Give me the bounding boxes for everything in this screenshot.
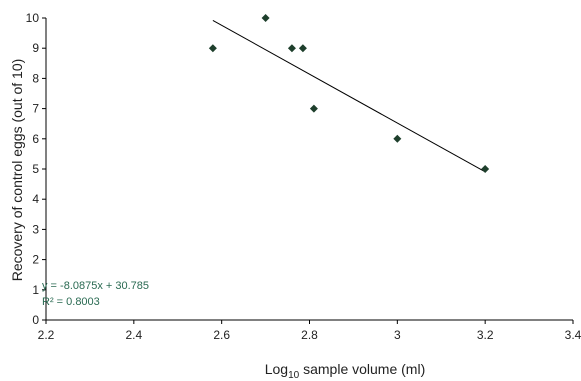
x-tick-label: 2.2 bbox=[38, 328, 55, 342]
data-points bbox=[208, 14, 490, 173]
x-tick-label: 3 bbox=[394, 328, 401, 342]
data-point bbox=[393, 134, 402, 143]
x-tick-label: 3.4 bbox=[565, 328, 581, 342]
x-axis-ticks: 2.2 2.4 2.6 2.8 3 3.2 3.4 bbox=[38, 320, 581, 342]
x-tick-label: 3.2 bbox=[477, 328, 494, 342]
x-tick-label: 2.8 bbox=[301, 328, 318, 342]
data-point bbox=[298, 44, 307, 53]
x-axis-title-main: Log bbox=[265, 361, 288, 377]
y-tick-label: 5 bbox=[32, 162, 39, 176]
data-point bbox=[309, 104, 318, 113]
trendline bbox=[212, 20, 486, 173]
y-tick-label: 8 bbox=[32, 71, 39, 85]
x-axis-title-subscript: 10 bbox=[288, 370, 300, 381]
trendline-equation: y = -8.0875x + 30.785 bbox=[42, 280, 149, 292]
x-axis-title-suffix: sample volume (ml) bbox=[299, 361, 425, 377]
x-tick-label: 2.6 bbox=[213, 328, 230, 342]
y-tick-label: 2 bbox=[32, 253, 39, 267]
y-tick-label: 0 bbox=[32, 313, 39, 327]
y-axis-ticks: 0 1 2 3 4 5 6 7 8 9 10 bbox=[26, 11, 46, 327]
y-tick-label: 7 bbox=[32, 102, 39, 116]
y-axis-title: Recovery of control eggs (out of 10) bbox=[9, 59, 25, 282]
y-tick-label: 3 bbox=[32, 222, 39, 236]
x-tick-label: 2.4 bbox=[125, 328, 142, 342]
x-axis-title: Log10 sample volume (ml) bbox=[265, 361, 426, 381]
data-point bbox=[481, 165, 490, 173]
data-point bbox=[208, 44, 217, 53]
data-point bbox=[287, 44, 296, 53]
y-tick-label: 10 bbox=[26, 11, 40, 25]
r-squared-label: R² = 0.8003 bbox=[42, 296, 100, 308]
y-tick-label: 4 bbox=[32, 192, 39, 206]
y-tick-label: 1 bbox=[32, 283, 39, 297]
data-point bbox=[261, 14, 270, 22]
y-tick-label: 9 bbox=[32, 41, 39, 55]
y-tick-label: 6 bbox=[32, 132, 39, 146]
